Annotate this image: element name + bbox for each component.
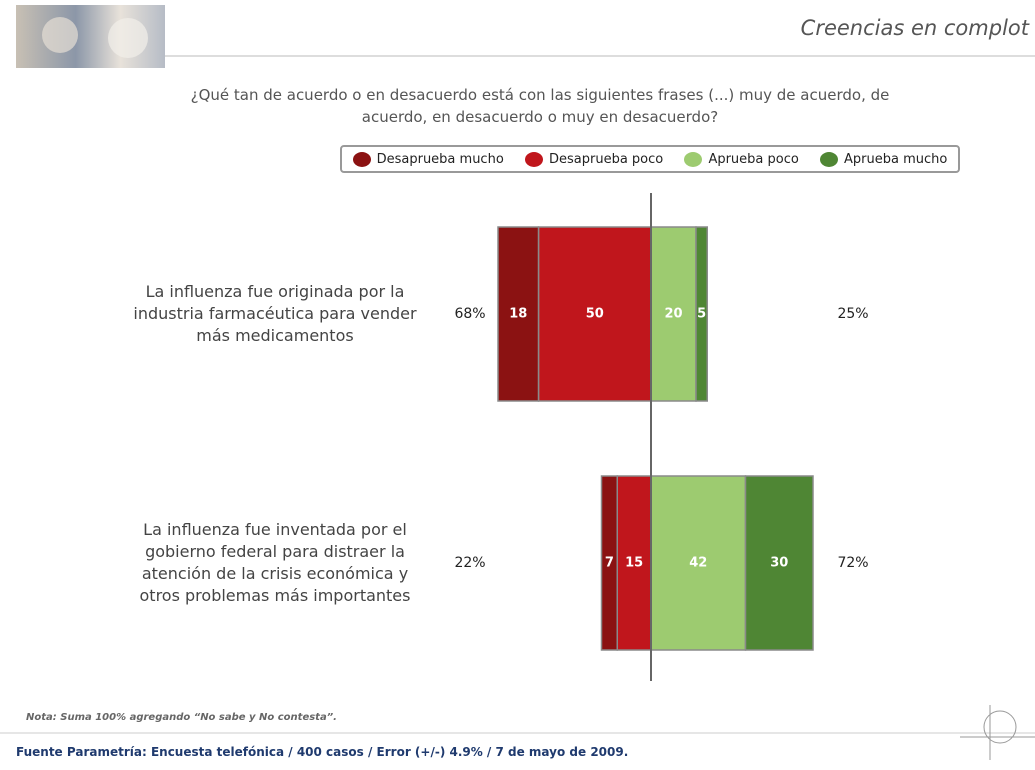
- legend-label: Aprueba mucho: [844, 151, 948, 167]
- segment-label: 50: [586, 307, 604, 322]
- category-label: La influenza fue inventada por el gobier…: [139, 520, 411, 605]
- left-total: 22%: [454, 555, 485, 571]
- subtitle: ¿Qué tan de acuerdo o en desacuerdo está…: [190, 86, 890, 126]
- legend-swatch: [524, 151, 543, 167]
- logo-ring: [983, 710, 1017, 744]
- bar-segment: [744, 475, 814, 651]
- bar-segment: [600, 475, 618, 651]
- bar-segment: [616, 475, 652, 651]
- legend-swatch: [820, 151, 839, 167]
- legend-item: Desaprueba poco: [524, 151, 664, 167]
- segment-label: 20: [664, 307, 682, 322]
- right-total: 72%: [837, 555, 868, 571]
- legend-item: Aprueba mucho: [820, 151, 948, 167]
- legend-label: Desaprueba poco: [548, 151, 664, 167]
- segment-label: 5: [697, 307, 706, 322]
- title: Creencias en complot: [800, 16, 1029, 40]
- legend-swatch: [684, 151, 703, 167]
- segment-label: 7: [605, 556, 614, 571]
- legend: Desaprueba mucho Desaprueba poco Aprueba p…: [340, 145, 960, 173]
- logo: [960, 705, 1035, 760]
- bar-segment: [650, 475, 747, 651]
- legend-swatch: [352, 151, 371, 167]
- segment-label: 42: [689, 556, 707, 571]
- legend-label: Aprueba poco: [708, 151, 799, 167]
- segment-label: 18: [509, 307, 527, 322]
- legend-item: Aprueba poco: [684, 151, 799, 167]
- right-total: 25%: [837, 306, 868, 322]
- bar-segment: [497, 226, 540, 402]
- category-label: La influenza fue originada por la indust…: [133, 282, 417, 345]
- legend-item: Desaprueba mucho: [352, 151, 504, 167]
- segment-label: 15: [625, 556, 643, 571]
- note: Nota: Suma 100% agregando “No sabe y No …: [26, 712, 337, 723]
- source: Fuente Parametría: Encuesta telefónica /…: [16, 745, 629, 759]
- legend-label: Desaprueba mucho: [376, 151, 504, 167]
- bar-segment: [650, 226, 697, 402]
- header-image-detail: [42, 17, 78, 53]
- bar-segment: [537, 226, 652, 402]
- header-image-detail: [108, 18, 148, 58]
- segment-label: 30: [770, 556, 788, 571]
- bar-segment: [695, 226, 708, 402]
- left-total: 68%: [454, 306, 485, 322]
